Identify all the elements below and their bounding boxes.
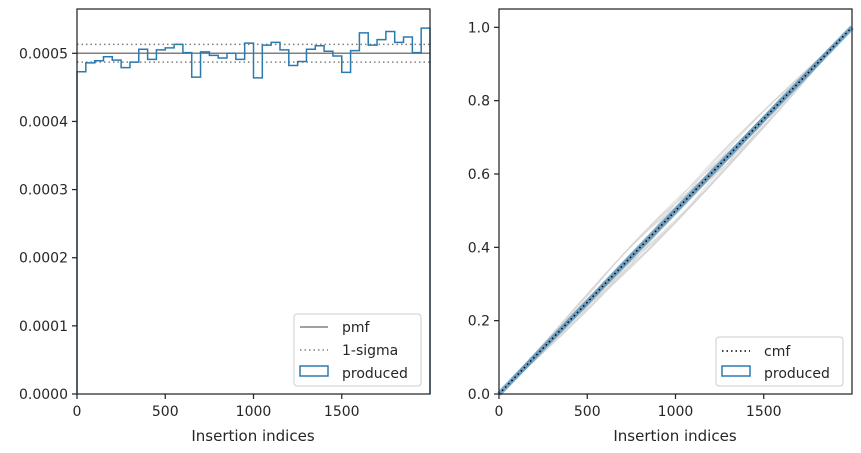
cmf-y-tick-label: 0.4	[468, 240, 490, 256]
cmf-panel: 0 500 1000 1500 0.0 0.2 0.4 0.6 0.8 1.0 Insertion…	[468, 8, 854, 445]
pmf-y-tick-label: 0.0001	[19, 319, 68, 335]
pmf-x-axis-label: Insertion indices	[191, 427, 314, 445]
pmf-y-tick-label: 0.0004	[19, 114, 68, 130]
legend-produced-patch	[299, 365, 329, 377]
legend-produced-label: produced	[342, 366, 408, 382]
pmf-x-tick-label: 500	[152, 404, 179, 420]
cmf-x-axis-label: Insertion indices	[613, 427, 736, 445]
cmf-x-tick-label: 1000	[658, 404, 694, 420]
produced-histogram	[76, 27, 431, 394]
pmf-x-tick-label: 0	[73, 404, 82, 420]
legend-sigma-label: 1-sigma	[342, 343, 398, 359]
pmf-y-tick-label: 0.0002	[19, 251, 68, 267]
cmf-y-tick-label: 0.6	[468, 167, 490, 183]
cmf-line	[498, 26, 853, 395]
pmf-legend: pmf 1-sigma produced	[293, 313, 422, 387]
legend-cmf-produced-patch	[721, 365, 751, 377]
cmf-x-tick-label: 1500	[746, 404, 782, 420]
pmf-y-tick-label: 0.0003	[19, 183, 68, 199]
cmf-y-tick-label: 0.2	[468, 314, 490, 330]
cmf-x-tick-label: 500	[574, 404, 601, 420]
pmf-x-tick-label: 1500	[324, 404, 360, 420]
legend-cmf-label: cmf	[764, 344, 791, 360]
cmf-y-tick-label: 0.0	[468, 387, 490, 403]
pmf-y-tick-label: 0.0000	[19, 387, 68, 403]
cmf-y-tick-label: 1.0	[468, 20, 490, 36]
pmf-x-tick-label: 1000	[236, 404, 272, 420]
legend-pmf-label: pmf	[342, 320, 371, 336]
pmf-panel: 0 500 1000 1500 0.0000 0.0001 0.0002 0.0003 0.00…	[19, 8, 431, 445]
cmf-x-tick-label: 0	[495, 404, 504, 420]
pmf-legend-box	[293, 313, 422, 387]
cmf-y-tick-label: 0.8	[468, 94, 490, 110]
cmf-legend: cmf produced	[715, 336, 844, 387]
legend-cmf-produced-label: produced	[764, 366, 830, 382]
cmf-legend-box	[715, 336, 844, 387]
pmf-y-tick-label: 0.0005	[19, 46, 68, 62]
